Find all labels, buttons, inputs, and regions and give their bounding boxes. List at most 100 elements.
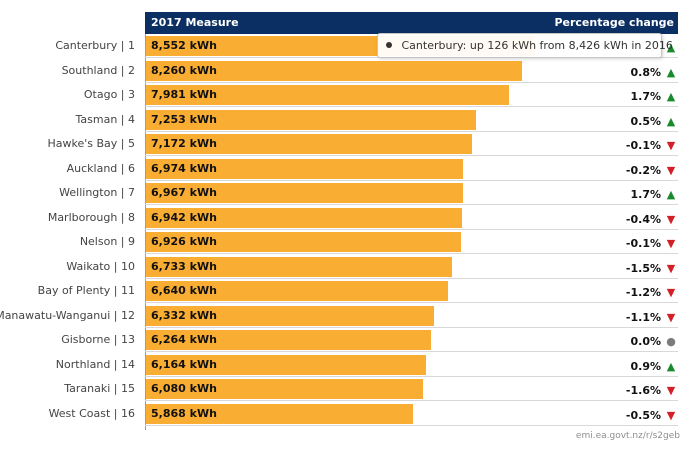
data-bar[interactable] (146, 232, 461, 252)
triangle-down-icon: ▼ (666, 164, 676, 177)
percentage-change-cell: -1.1% ▼ (558, 306, 678, 326)
data-bar[interactable] (146, 208, 462, 228)
percentage-change-label: 0.8% (630, 66, 661, 79)
data-bar[interactable] (146, 183, 463, 203)
percentage-change-label: 0.0% (630, 335, 661, 348)
data-bar[interactable] (146, 281, 448, 301)
percentage-change-label: -0.1% (625, 139, 661, 152)
data-bar[interactable] (146, 110, 476, 130)
percentage-change-label: -0.2% (625, 164, 661, 177)
region-label: Wellington | 7 (59, 186, 135, 199)
percentage-change-label: 0.5% (630, 115, 661, 128)
percentage-change-cell: -0.4% ▼ (558, 208, 678, 228)
region-label: Nelson | 9 (79, 235, 135, 248)
percentage-change-cell: 1.7% ▲ (558, 85, 678, 105)
region-label: Manawatu-Wanganui | 12 (0, 309, 135, 322)
percentage-change-label: 1.7% (630, 188, 661, 201)
data-value-label: 6,264 kWh (151, 333, 217, 346)
region-label: Taranaki | 15 (64, 382, 135, 395)
data-value-label: 7,172 kWh (151, 137, 217, 150)
data-value-label: 6,080 kWh (151, 382, 217, 395)
region-label: Bay of Plenty | 11 (37, 284, 135, 297)
data-value-label: 5,868 kWh (151, 407, 217, 420)
data-bar[interactable] (146, 61, 522, 81)
row-separator (145, 400, 678, 401)
percentage-change-cell: -0.2% ▼ (558, 159, 678, 179)
triangle-up-icon: ▲ (666, 115, 676, 128)
region-label: Canterbury | 1 (55, 39, 135, 52)
row-separator (145, 351, 678, 352)
percentage-change-label: -0.4% (625, 213, 661, 226)
row-separator (145, 253, 678, 254)
row-separator (145, 106, 678, 107)
percentage-change-cell: 1.7% ▲ (558, 183, 678, 203)
percentage-change-cell: 0.0% ● (558, 330, 678, 350)
data-bar[interactable] (146, 257, 452, 277)
percentage-change-label: 0.9% (630, 360, 661, 373)
triangle-down-icon: ▼ (666, 213, 676, 226)
triangle-down-icon: ▼ (666, 311, 676, 324)
row-separator (145, 302, 678, 303)
hover-tooltip: Canterbury: up 126 kWh from 8,426 kWh in… (377, 33, 673, 58)
data-bar[interactable] (146, 355, 426, 375)
data-bar[interactable] (146, 404, 413, 424)
region-label: West Coast | 16 (48, 407, 135, 420)
row-separator (145, 180, 678, 181)
percentage-change-label: -1.5% (625, 262, 661, 275)
row-separator (145, 229, 678, 230)
percentage-change-label: -1.2% (625, 286, 661, 299)
region-label: Hawke's Bay | 5 (47, 137, 135, 150)
percentage-change-cell: -0.1% ▼ (558, 134, 678, 154)
triangle-down-icon: ▼ (666, 384, 676, 397)
triangle-up-icon: ▲ (666, 66, 676, 79)
percentage-change-label: 1.7% (630, 90, 661, 103)
data-value-label: 6,926 kWh (151, 235, 217, 248)
region-label: Otago | 3 (83, 88, 135, 101)
row-separator (145, 376, 678, 377)
region-label: Waikato | 10 (66, 260, 135, 273)
data-bar[interactable] (146, 306, 434, 326)
region-label: Auckland | 6 (66, 162, 135, 175)
measure-header: 2017 Measure (151, 16, 239, 29)
source-link[interactable]: emi.ea.govt.nz/r/s2geb (575, 431, 680, 441)
percentage-change-cell: ▲ (558, 36, 678, 56)
triangle-down-icon: ▼ (666, 409, 676, 422)
circle-icon: ● (666, 335, 676, 348)
region-label: Marlborough | 8 (47, 211, 135, 224)
percentage-change-label: -0.5% (625, 409, 661, 422)
chart-header-bar (145, 12, 678, 34)
data-value-label: 6,164 kWh (151, 358, 217, 371)
row-separator (145, 155, 678, 156)
triangle-down-icon: ▼ (666, 237, 676, 250)
triangle-up-icon: ▲ (666, 360, 676, 373)
percentage-change-label: -1.6% (625, 384, 661, 397)
percentage-change-cell: -1.6% ▼ (558, 379, 678, 399)
region-label: Southland | 2 (61, 64, 135, 77)
row-separator (145, 278, 678, 279)
region-label: Tasman | 4 (75, 113, 136, 126)
data-value-label: 7,253 kWh (151, 113, 217, 126)
data-value-label: 6,967 kWh (151, 186, 217, 199)
row-separator (145, 82, 678, 83)
data-bar[interactable] (146, 330, 431, 350)
data-bar[interactable] (146, 134, 472, 154)
data-bar[interactable] (146, 379, 423, 399)
triangle-down-icon: ▼ (666, 286, 676, 299)
row-separator (145, 327, 678, 328)
triangle-down-icon: ▼ (666, 262, 676, 275)
tooltip-text: Canterbury: up 126 kWh from 8,426 kWh in… (401, 39, 673, 52)
data-value-label: 6,640 kWh (151, 284, 217, 297)
row-separator (145, 425, 678, 426)
data-value-label: 6,942 kWh (151, 211, 217, 224)
data-value-label: 6,332 kWh (151, 309, 217, 322)
data-bar[interactable] (146, 159, 463, 179)
data-value-label: 8,260 kWh (151, 64, 217, 77)
triangle-up-icon: ▲ (666, 188, 676, 201)
percentage-change-cell: -1.5% ▼ (558, 257, 678, 277)
data-value-label: 8,552 kWh (151, 39, 217, 52)
percentage-change-cell: 0.5% ▲ (558, 110, 678, 130)
data-bar[interactable] (146, 85, 509, 105)
percentage-change-cell: -0.1% ▼ (558, 232, 678, 252)
row-separator (145, 131, 678, 132)
